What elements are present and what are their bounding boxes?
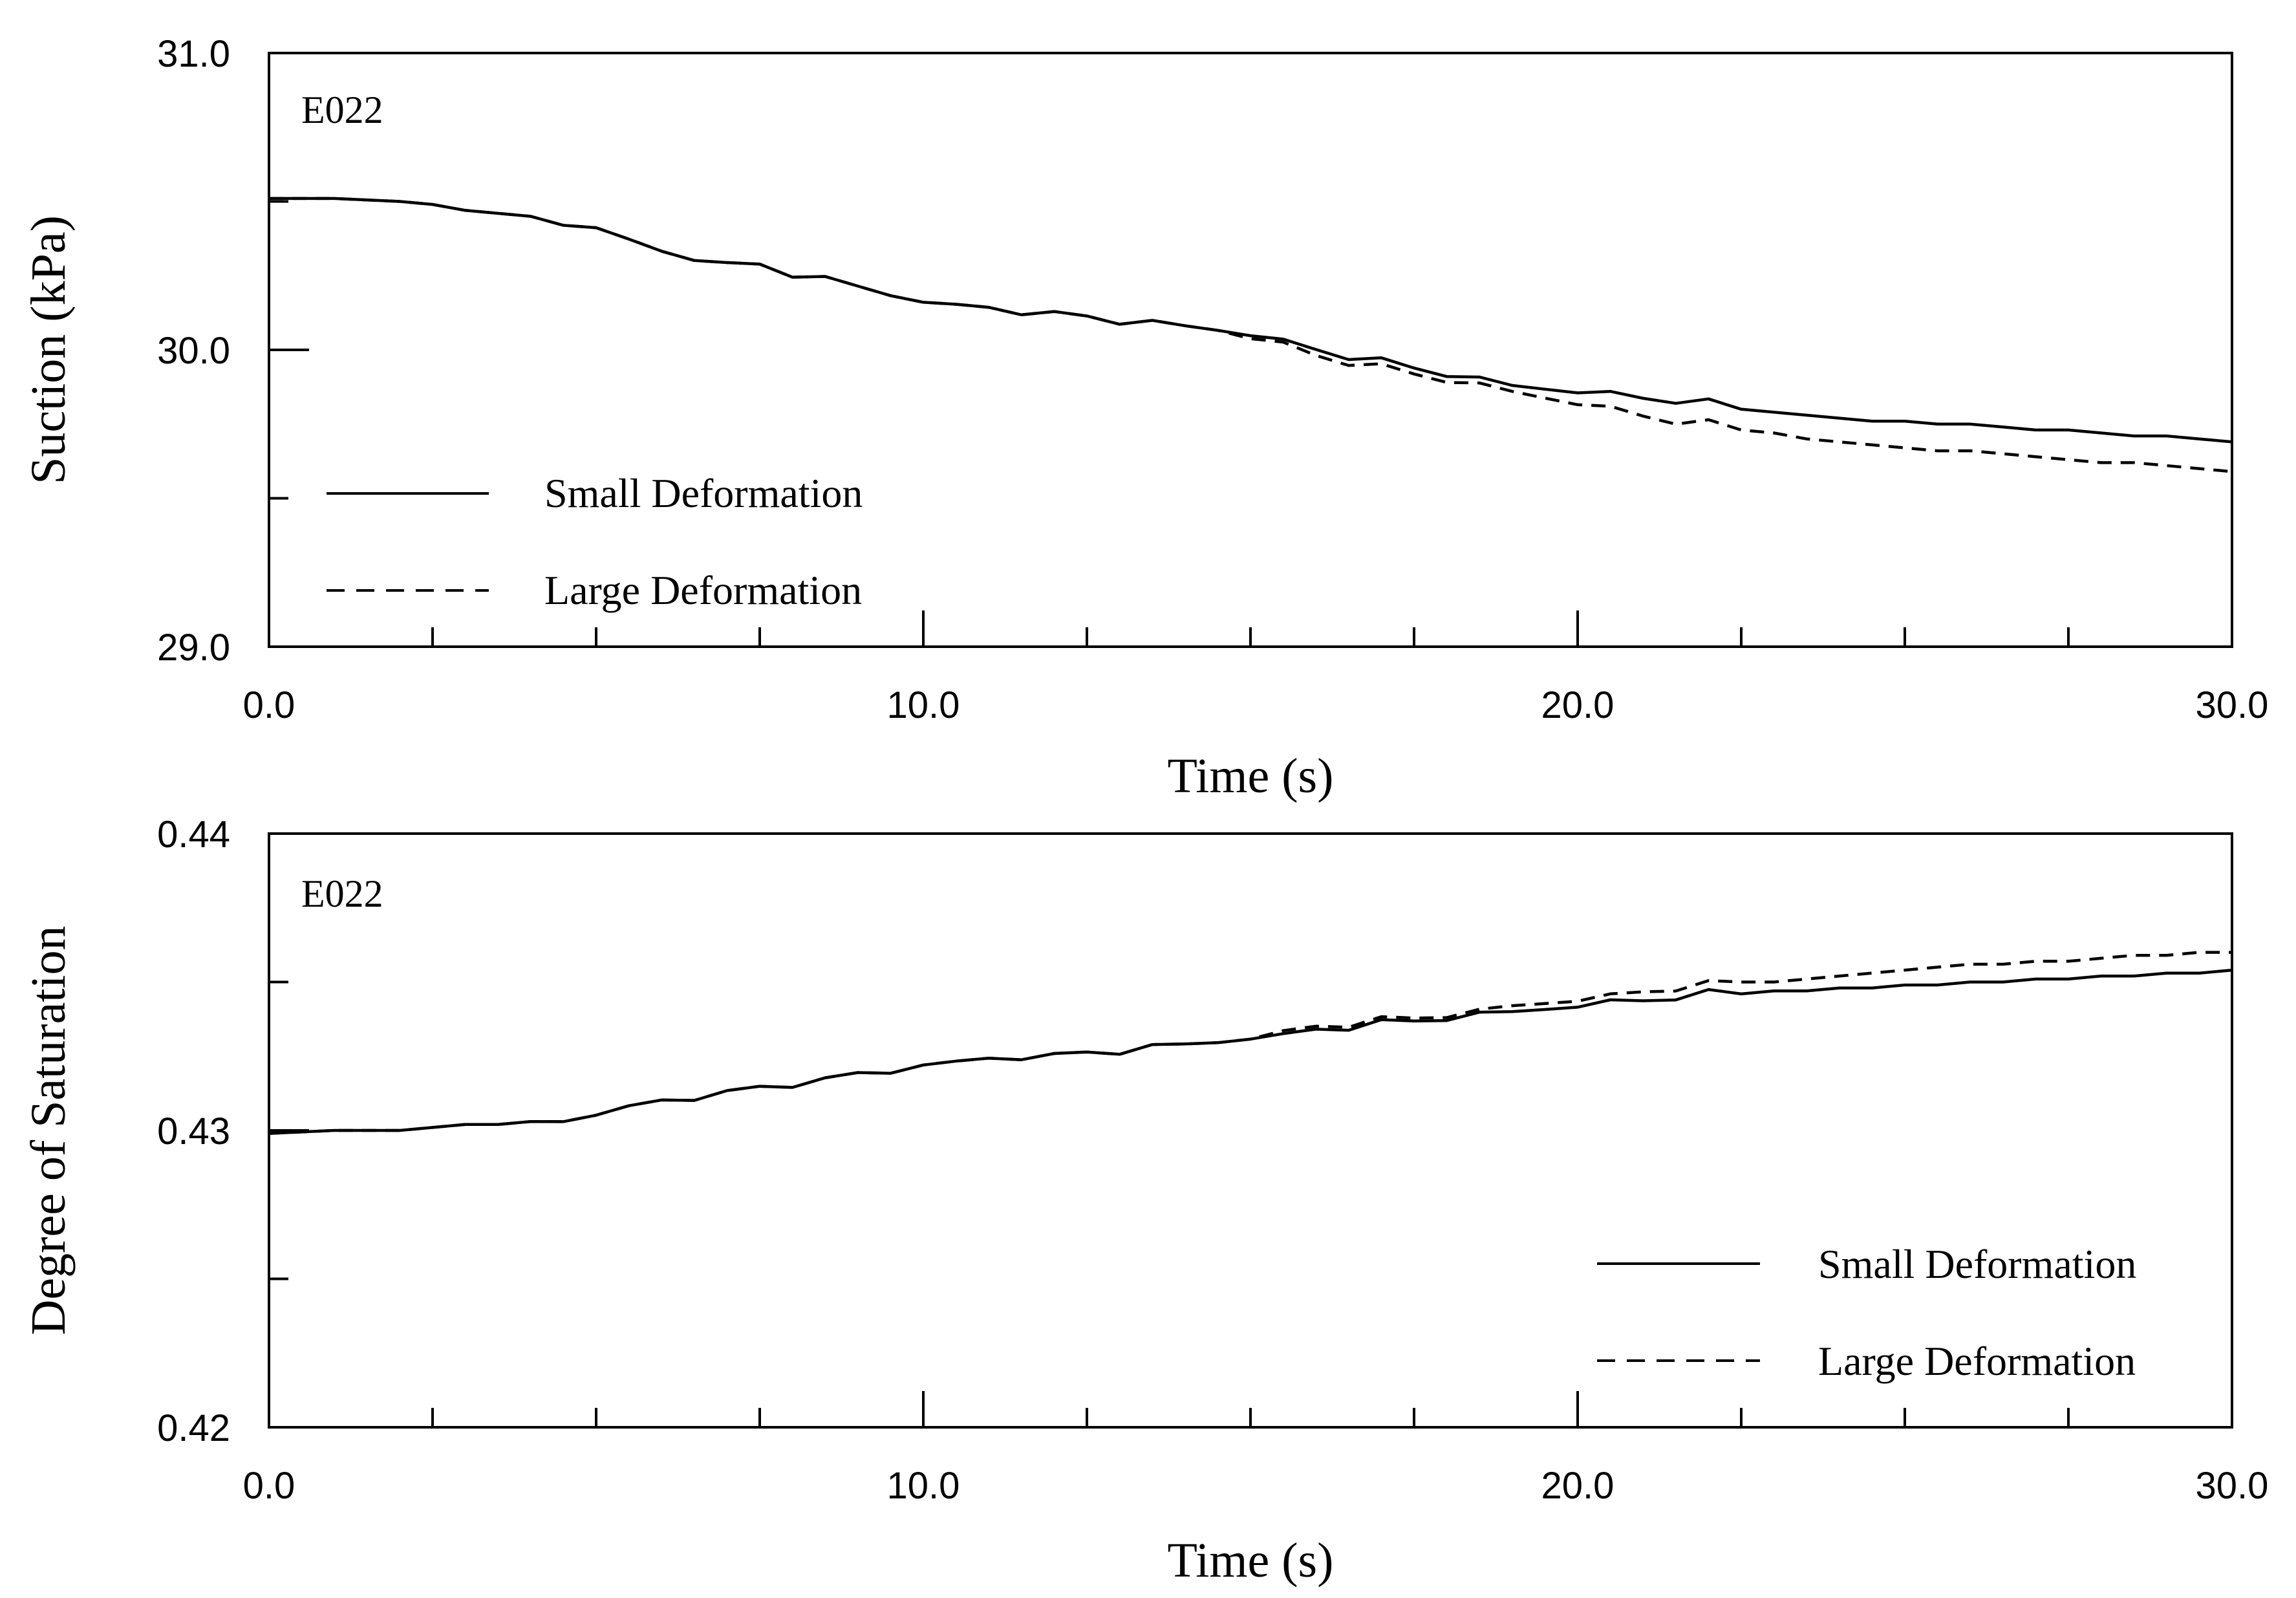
legend-label-large-deformation: Large Deformation	[1818, 1338, 2136, 1384]
y-tick-label: 0.43	[157, 1110, 230, 1152]
series-layer	[268, 951, 2233, 1135]
x-tick-label: 10.0	[887, 1465, 960, 1507]
series-line-large-deformation	[268, 951, 2232, 1135]
series-layer	[269, 197, 2233, 473]
y-axis-title: Degree of Saturation	[21, 925, 76, 1335]
series-line-large-deformation	[269, 197, 2233, 473]
x-tick-label: 10.0	[887, 684, 960, 726]
suction-panel: 0.0 10.0 20.0 30.0 29.0 30.0 31.0 E022 Time (s…	[21, 33, 2268, 803]
series-line-small-deformation	[268, 968, 2233, 1135]
x-tick-label: 0.0	[243, 684, 295, 726]
y-tick-label: 0.44	[157, 814, 230, 856]
legend: Small Deformation Large Deformation	[327, 470, 863, 613]
x-tick-label: 0.0	[243, 1465, 295, 1507]
series-line-small-deformation	[269, 197, 2233, 444]
y-tick-label: 30.0	[157, 330, 230, 372]
legend-label-small-deformation: Small Deformation	[544, 470, 863, 516]
legend: Small Deformation Large Deformation	[1597, 1241, 2136, 1384]
y-tick-label: 0.42	[157, 1407, 230, 1449]
panel-annotation: E022	[301, 872, 383, 915]
panel-annotation: E022	[301, 89, 383, 131]
plot-frame	[268, 52, 2233, 648]
x-tick-label: 20.0	[1541, 1465, 1615, 1507]
saturation-panel: 0.0 10.0 20.0 30.0 0.42 0.43 0.44 E022 Time (s…	[21, 814, 2268, 1588]
y-tick-label: 31.0	[157, 33, 230, 75]
x-tick-label: 30.0	[2196, 684, 2269, 726]
axis-ticks: 0.0 10.0 20.0 30.0 29.0 30.0 31.0	[157, 33, 2268, 726]
legend-label-small-deformation: Small Deformation	[1818, 1241, 2136, 1287]
y-axis-title: Suction (kPa)	[21, 215, 76, 484]
y-tick-label: 29.0	[157, 627, 230, 669]
x-axis-title: Time (s)	[1168, 749, 1334, 803]
legend-label-large-deformation: Large Deformation	[544, 567, 862, 613]
x-tick-label: 20.0	[1541, 684, 1615, 726]
x-tick-label: 30.0	[2196, 1465, 2269, 1507]
axis-ticks: 0.0 10.0 20.0 30.0 0.42 0.43 0.44	[157, 814, 2268, 1507]
x-axis-title: Time (s)	[1168, 1533, 1334, 1588]
